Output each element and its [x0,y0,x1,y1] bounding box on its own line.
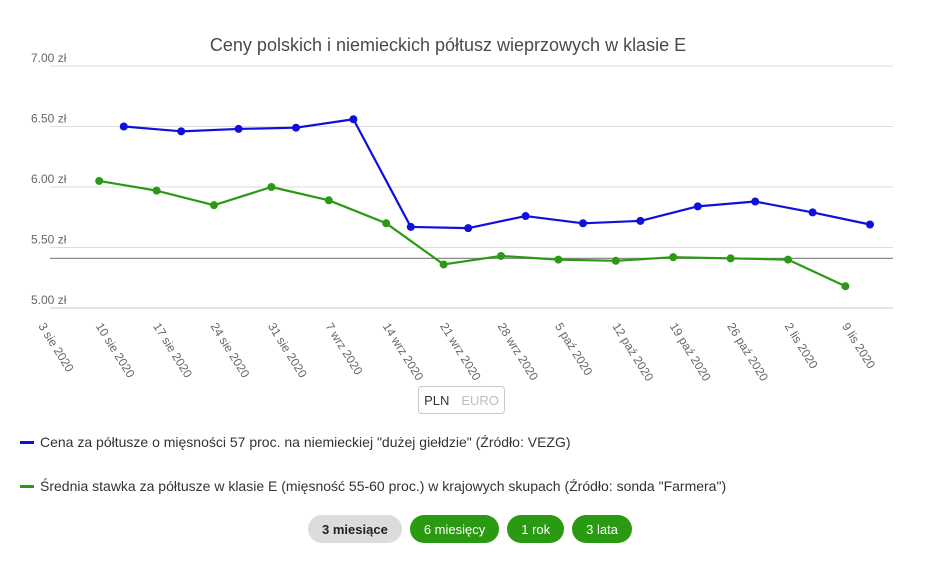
legend-swatch-green [20,484,34,488]
legend-label-farmer: Średnia stawka za półtusze w klasie E (m… [40,478,727,494]
data-point[interactable] [841,282,850,291]
range-3-years-button[interactable]: 3 lata [572,515,632,543]
x-tick-label: 28 wrz 2020 [495,320,542,383]
y-tick-label: 7.00 zł [31,51,67,65]
x-tick-label: 7 wrz 2020 [322,320,365,377]
data-point[interactable] [669,253,678,262]
x-tick-label: 9 lis 2020 [839,320,878,371]
data-point[interactable] [579,219,587,228]
legend-label-vezg: Cena za półtusze o mięsności 57 proc. na… [40,434,571,450]
range-6-months-button[interactable]: 6 miesięcy [409,515,500,543]
series-line-0 [123,118,871,230]
data-point[interactable] [726,254,735,263]
range-buttons: 3 miesiące 6 miesięcy 1 rok 3 lata [0,515,940,543]
legend-swatch-blue [20,440,34,444]
x-tick-label: 31 sie 2020 [265,320,310,380]
data-point[interactable] [95,176,104,185]
data-point[interactable] [267,183,276,191]
chart-legend: Cena za półtusze o mięsności 57 proc. na… [20,432,920,496]
range-1-year-button[interactable]: 1 rok [507,515,565,543]
currency-pln-option[interactable]: PLN [424,392,450,408]
x-tick-label: 21 wrz 2020 [437,320,484,383]
data-point[interactable] [554,255,563,264]
chart-title: Ceny polskich i niemieckich półtusz wiep… [210,35,686,55]
data-point[interactable] [349,115,358,124]
data-point[interactable] [808,208,817,217]
y-tick-label: 6.00 zł [31,172,67,186]
y-tick-label: 6.50 zł [31,112,67,126]
data-point[interactable] [636,216,645,225]
data-point[interactable] [119,122,128,131]
series-line-1 [99,179,846,288]
data-point[interactable] [177,127,186,136]
legend-item-vezg[interactable]: Cena za półtusze o mięsności 57 proc. na… [20,432,920,452]
data-point[interactable] [382,219,391,228]
data-point[interactable] [611,256,620,265]
data-point[interactable] [464,224,473,233]
y-tick-label: 5.50 zł [31,233,67,247]
data-point[interactable] [292,123,300,132]
x-tick-label: 5 paź 2020 [552,320,596,378]
data-point[interactable] [784,255,792,264]
x-tick-label: 10 sie 2020 [93,320,138,380]
data-point[interactable] [521,212,530,221]
x-tick-label: 17 sie 2020 [150,320,195,380]
x-tick-label: 26 paź 2020 [724,320,771,384]
data-point[interactable] [210,201,218,210]
data-point[interactable] [693,202,702,211]
currency-toggle: PLN EURO [418,386,505,414]
x-tick-label: 3 sie 2020 [35,320,76,375]
data-point[interactable] [324,196,333,205]
range-3-months-button[interactable]: 3 miesiące [308,515,402,543]
line-chart: Ceny polskich i niemieckich półtusz wiep… [31,35,893,384]
x-tick-label: 12 paź 2020 [609,320,656,384]
x-tick-label: 24 sie 2020 [208,320,253,380]
data-point[interactable] [152,186,161,195]
legend-item-farmer[interactable]: Średnia stawka za półtusze w klasie E (m… [20,476,920,496]
data-point[interactable] [751,197,760,206]
x-tick-label: 14 wrz 2020 [380,320,427,383]
data-point[interactable] [234,124,243,133]
currency-euro-option[interactable]: EURO [461,392,499,408]
data-point[interactable] [406,222,415,231]
x-tick-label: 2 lis 2020 [782,320,821,371]
data-point[interactable] [497,251,505,260]
y-tick-label: 5.00 zł [31,293,67,307]
x-tick-label: 19 paź 2020 [667,320,714,384]
data-point[interactable] [439,260,448,269]
data-point[interactable] [866,220,874,229]
